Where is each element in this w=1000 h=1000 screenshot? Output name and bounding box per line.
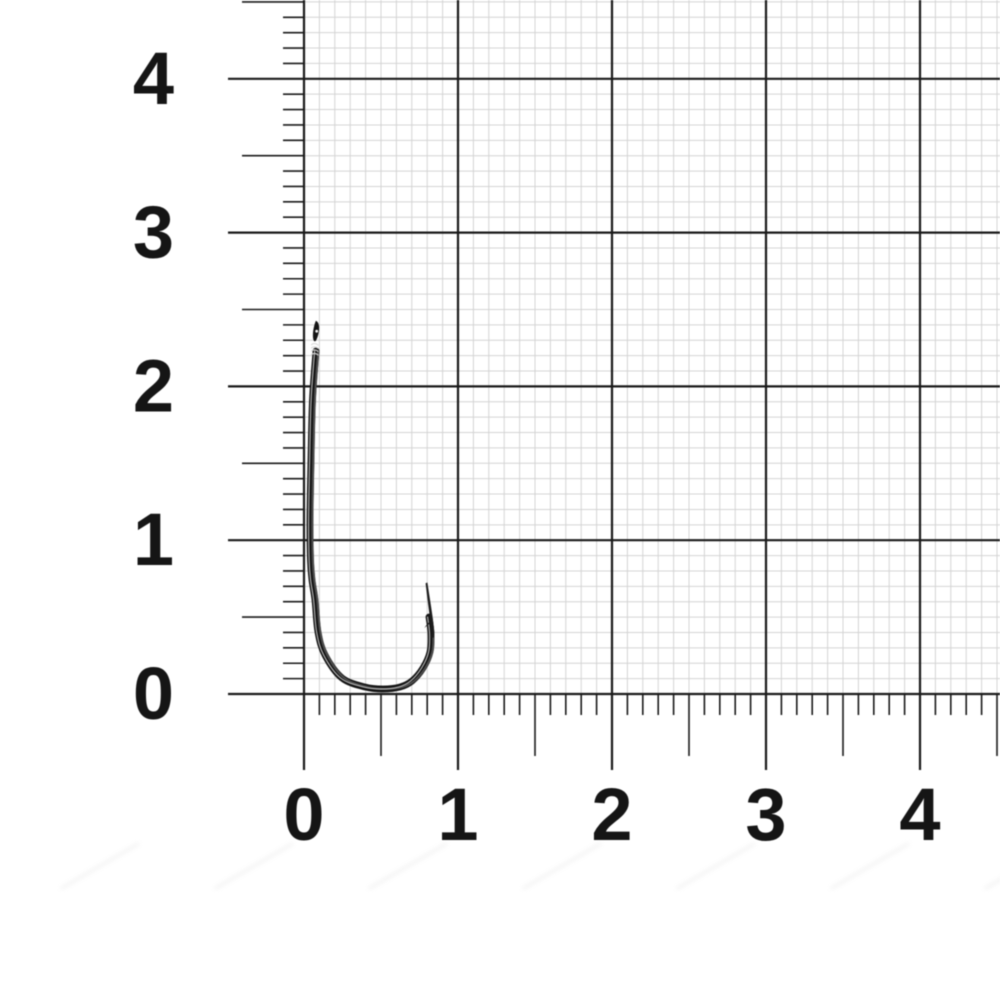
svg-text:0: 0 — [133, 652, 174, 735]
svg-text:4: 4 — [133, 37, 174, 120]
svg-text:1: 1 — [133, 498, 174, 581]
svg-text:2: 2 — [133, 344, 174, 427]
svg-text:3: 3 — [133, 191, 174, 274]
